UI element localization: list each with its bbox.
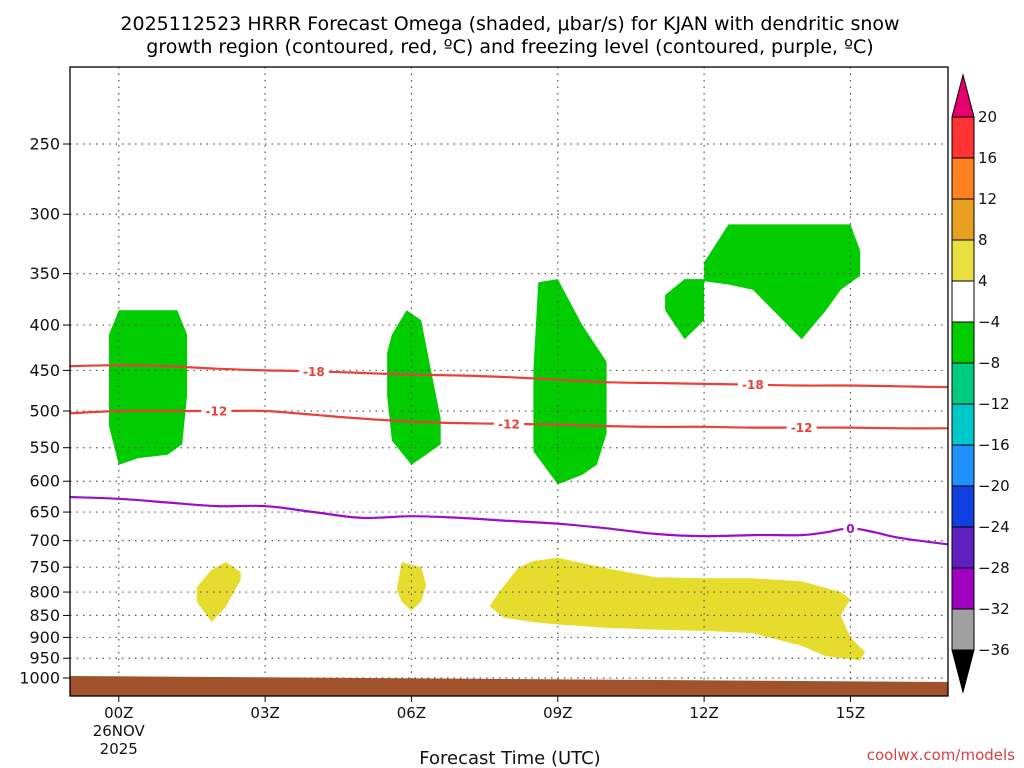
y-tick-label-550: 550	[29, 438, 60, 457]
y-tick-label-650: 650	[29, 503, 60, 522]
omega-region-3	[533, 279, 607, 485]
contour-label-bg--18	[298, 364, 329, 379]
y-tick-label-950: 950	[29, 649, 60, 668]
contour-label--12: -12	[791, 421, 813, 435]
y-tick-label-250: 250	[29, 135, 60, 154]
contour-label-bg-freezing-level	[843, 521, 858, 536]
contour-label-bg--12	[494, 416, 524, 431]
contour-label--18: -18	[303, 365, 325, 379]
plot-frame	[69, 66, 949, 697]
contour-label--18: -18	[742, 378, 764, 392]
y-tick-label-1000: 1000	[19, 669, 60, 688]
colorbar-segment-13	[951, 608, 975, 651]
x-axis-label: Forecast Time (UTC)	[419, 748, 600, 768]
x-tick-label-12Z: 12Z	[689, 704, 718, 722]
colorbar-level-8: −12	[978, 395, 1010, 413]
colorbar-segment-6	[951, 321, 975, 364]
colorbar-segment-10	[951, 485, 975, 528]
y-tick-label-800: 800	[29, 583, 60, 602]
omega-region-7	[396, 562, 427, 611]
y-tick-label-450: 450	[29, 361, 60, 380]
contour-label--12: -12	[205, 405, 227, 419]
chart-title-line-1: 2025112523 HRRR Forecast Omega (shaded, …	[120, 13, 899, 35]
credit-text: coolwx.com/models	[867, 746, 1015, 764]
contour-label-bg--18	[737, 377, 768, 392]
omega-region-5	[704, 224, 861, 340]
colorbar-level-14: −36	[978, 641, 1010, 659]
colorbar-top-arrow	[951, 73, 975, 118]
omega-region-1	[109, 310, 188, 465]
omega-region-2	[387, 310, 441, 465]
grid-lines	[70, 67, 948, 696]
y-tick-label-900: 900	[29, 628, 60, 647]
y-tick-label-600: 600	[29, 472, 60, 491]
y-tick-label-700: 700	[29, 531, 60, 550]
contour-label--12: -12	[498, 417, 520, 431]
x-tick-label-09Z: 09Z	[543, 704, 572, 722]
temperature-contours: -18 -18 -12 -12 -12 0	[69, 364, 949, 546]
colorbar-segment-9	[951, 444, 975, 487]
omega-region-6	[196, 562, 241, 623]
y-axis-pressure: 250 300 350 400 450 500 550 600 650 700 750 800 850 9…	[19, 135, 70, 688]
y-tick-label-350: 350	[29, 264, 60, 283]
colorbar-level-9: −16	[978, 436, 1010, 454]
colorbar-level-11: −24	[978, 518, 1010, 536]
x-tick-label-15Z: 15Z	[836, 704, 865, 722]
colorbar-level-6: −4	[978, 313, 1000, 331]
contour-label-bg--12	[786, 420, 817, 435]
omega-region-8	[489, 557, 866, 661]
omega-shaded-regions	[109, 224, 866, 661]
colorbar-segment-8	[951, 403, 975, 446]
contour-label-freezing-level: 0	[846, 522, 854, 536]
omega-region-4	[665, 279, 705, 340]
y-tick-label-500: 500	[29, 402, 60, 421]
y-tick-label-400: 400	[29, 316, 60, 335]
colorbar-level-10: −20	[978, 477, 1010, 495]
colorbar-bottom-arrow	[951, 649, 975, 694]
contour-line-freezing-level	[69, 495, 949, 546]
y-tick-label-300: 300	[29, 205, 60, 224]
contour-line--18	[69, 364, 949, 389]
colorbar-level-13: −32	[978, 600, 1010, 618]
chart-title-line-2: growth region (contoured, red, ºC) and f…	[146, 36, 873, 58]
colorbar-segment-2	[951, 157, 975, 200]
colorbar-segment-3	[951, 198, 975, 241]
omega-colorbar: 20 16 12 8 4 −4 −8 −12 −16 −20 −24 −28 −32 −36	[951, 73, 1010, 694]
colorbar-level-1: 20	[978, 108, 997, 126]
colorbar-level-5: 4	[978, 272, 988, 290]
terrain-band	[70, 676, 948, 696]
x-tick-label-00Z: 00Z	[104, 704, 133, 722]
colorbar-segment-11	[951, 526, 975, 569]
y-tick-label-750: 750	[29, 558, 60, 577]
colorbar-level-2: 16	[978, 149, 997, 167]
colorbar-segment-7	[951, 362, 975, 405]
colorbar-segment-1	[951, 116, 975, 159]
terrain-fill	[70, 676, 948, 696]
colorbar-segment-5	[951, 280, 975, 323]
x-tick-date-00Z: 26NOV	[93, 722, 146, 740]
colorbar-level-7: −8	[978, 354, 1000, 372]
x-tick-year-00Z: 2025	[100, 740, 138, 758]
colorbar-segment-12	[951, 567, 975, 610]
x-tick-label-06Z: 06Z	[397, 704, 426, 722]
y-tick-label-850: 850	[29, 606, 60, 625]
plot-border	[69, 66, 949, 697]
colorbar-level-3: 12	[978, 190, 997, 208]
colorbar-level-4: 8	[978, 231, 988, 249]
x-tick-label-03Z: 03Z	[250, 704, 279, 722]
colorbar-segment-4	[951, 239, 975, 282]
colorbar-level-12: −28	[978, 559, 1010, 577]
contour-label-bg--12	[201, 404, 232, 418]
